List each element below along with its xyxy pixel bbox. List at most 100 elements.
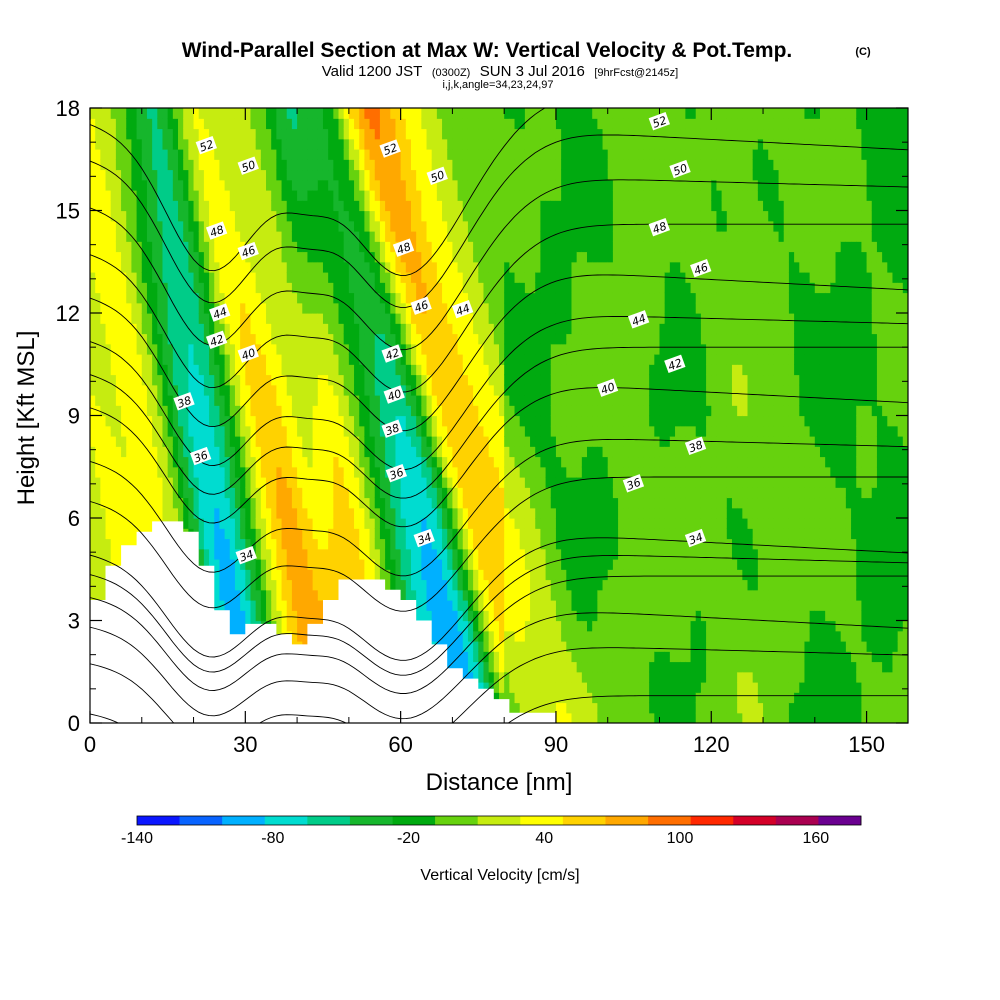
velocity-cell (405, 425, 412, 437)
velocity-cell (317, 436, 324, 447)
velocity-cell (115, 149, 122, 160)
velocity-cell (172, 231, 179, 242)
velocity-cell (162, 364, 169, 376)
velocity-cell (431, 313, 438, 324)
velocity-cell (462, 169, 469, 181)
velocity-cell (100, 118, 107, 130)
velocity-cell (379, 282, 386, 294)
velocity-cell (431, 364, 438, 376)
velocity-cell (514, 600, 521, 611)
velocity-cell (146, 323, 153, 335)
velocity-cell (131, 128, 138, 140)
velocity-cell (183, 333, 189, 345)
velocity-cell (121, 251, 127, 263)
velocity-cell (405, 548, 412, 560)
velocity-cell (379, 538, 386, 550)
velocity-cell (126, 313, 133, 324)
velocity-cell (421, 333, 428, 345)
velocity-cell (297, 220, 303, 232)
velocity-cell (172, 313, 179, 324)
velocity-cell (457, 456, 464, 468)
velocity-cell (214, 497, 221, 509)
velocity-cell (354, 210, 360, 222)
velocity-cell (385, 518, 391, 529)
velocity-cell (162, 313, 169, 324)
velocity-cell (214, 323, 221, 335)
velocity-cell (385, 128, 391, 140)
velocity-cell (224, 210, 231, 222)
velocity-cell (348, 241, 355, 253)
velocity-cell (136, 343, 143, 355)
velocity-cell (379, 241, 386, 253)
velocity-cell (297, 179, 303, 191)
velocity-cell (105, 477, 112, 488)
velocity-cell (260, 108, 267, 119)
velocity-cell (328, 579, 334, 591)
velocity-cell (405, 589, 412, 601)
velocity-cell (146, 405, 153, 417)
velocity-cell (421, 548, 428, 560)
velocity-cell (488, 282, 495, 294)
velocity-cell (297, 538, 303, 550)
velocity-cell (359, 179, 365, 191)
velocity-cell (276, 528, 283, 540)
velocity-cell (504, 456, 510, 468)
velocity-cell (509, 425, 516, 437)
velocity-cell (473, 313, 479, 324)
velocity-cell (162, 261, 169, 273)
velocity-cell (250, 210, 257, 222)
velocity-cell (136, 436, 143, 447)
velocity-cell (410, 200, 417, 212)
velocity-cell (343, 436, 350, 447)
velocity-cell (152, 282, 158, 294)
velocity-cell (115, 231, 122, 242)
velocity-cell (302, 251, 309, 263)
velocity-cell (229, 323, 236, 335)
velocity-cell (447, 241, 454, 253)
velocity-cell (198, 108, 205, 119)
velocity-cell (359, 200, 365, 212)
velocity-cell (473, 159, 479, 171)
velocity-cell (374, 169, 381, 181)
velocity-cell (514, 507, 521, 519)
velocity-cell (136, 313, 143, 324)
velocity-cell (250, 302, 257, 314)
velocity-cell (266, 343, 272, 355)
velocity-cell (442, 251, 448, 263)
velocity-cell (317, 159, 324, 171)
velocity-cell (328, 354, 334, 365)
velocity-cell (416, 600, 422, 611)
velocity-cell (416, 374, 422, 386)
velocity-cell (146, 282, 153, 294)
velocity-cell (312, 384, 319, 396)
velocity-cell (405, 415, 412, 427)
velocity-cell (209, 415, 215, 427)
velocity-cell (131, 538, 138, 550)
velocity-cell (209, 200, 215, 212)
velocity-cell (110, 261, 117, 273)
velocity-cell (136, 405, 143, 417)
velocity-cell (348, 169, 355, 181)
velocity-cell (266, 138, 272, 150)
velocity-cell (493, 415, 500, 427)
velocity-cell (214, 149, 221, 160)
velocity-cell (105, 354, 112, 365)
velocity-cell (457, 108, 464, 119)
velocity-cell (354, 138, 360, 150)
velocity-cell (442, 466, 448, 478)
velocity-cell (483, 313, 490, 324)
velocity-cell (478, 118, 485, 130)
velocity-cell (493, 108, 500, 119)
velocity-cell (426, 497, 433, 509)
velocity-cell (198, 538, 205, 550)
velocity-cell (322, 579, 329, 591)
velocity-cell (338, 538, 345, 550)
velocity-cell (426, 241, 433, 253)
velocity-cell (426, 384, 433, 396)
velocity-cell (400, 538, 407, 550)
velocity-cell (240, 384, 246, 396)
velocity-cell (483, 251, 490, 263)
velocity-cell (167, 302, 174, 314)
velocity-cell (442, 374, 448, 386)
velocity-cell (271, 425, 277, 437)
